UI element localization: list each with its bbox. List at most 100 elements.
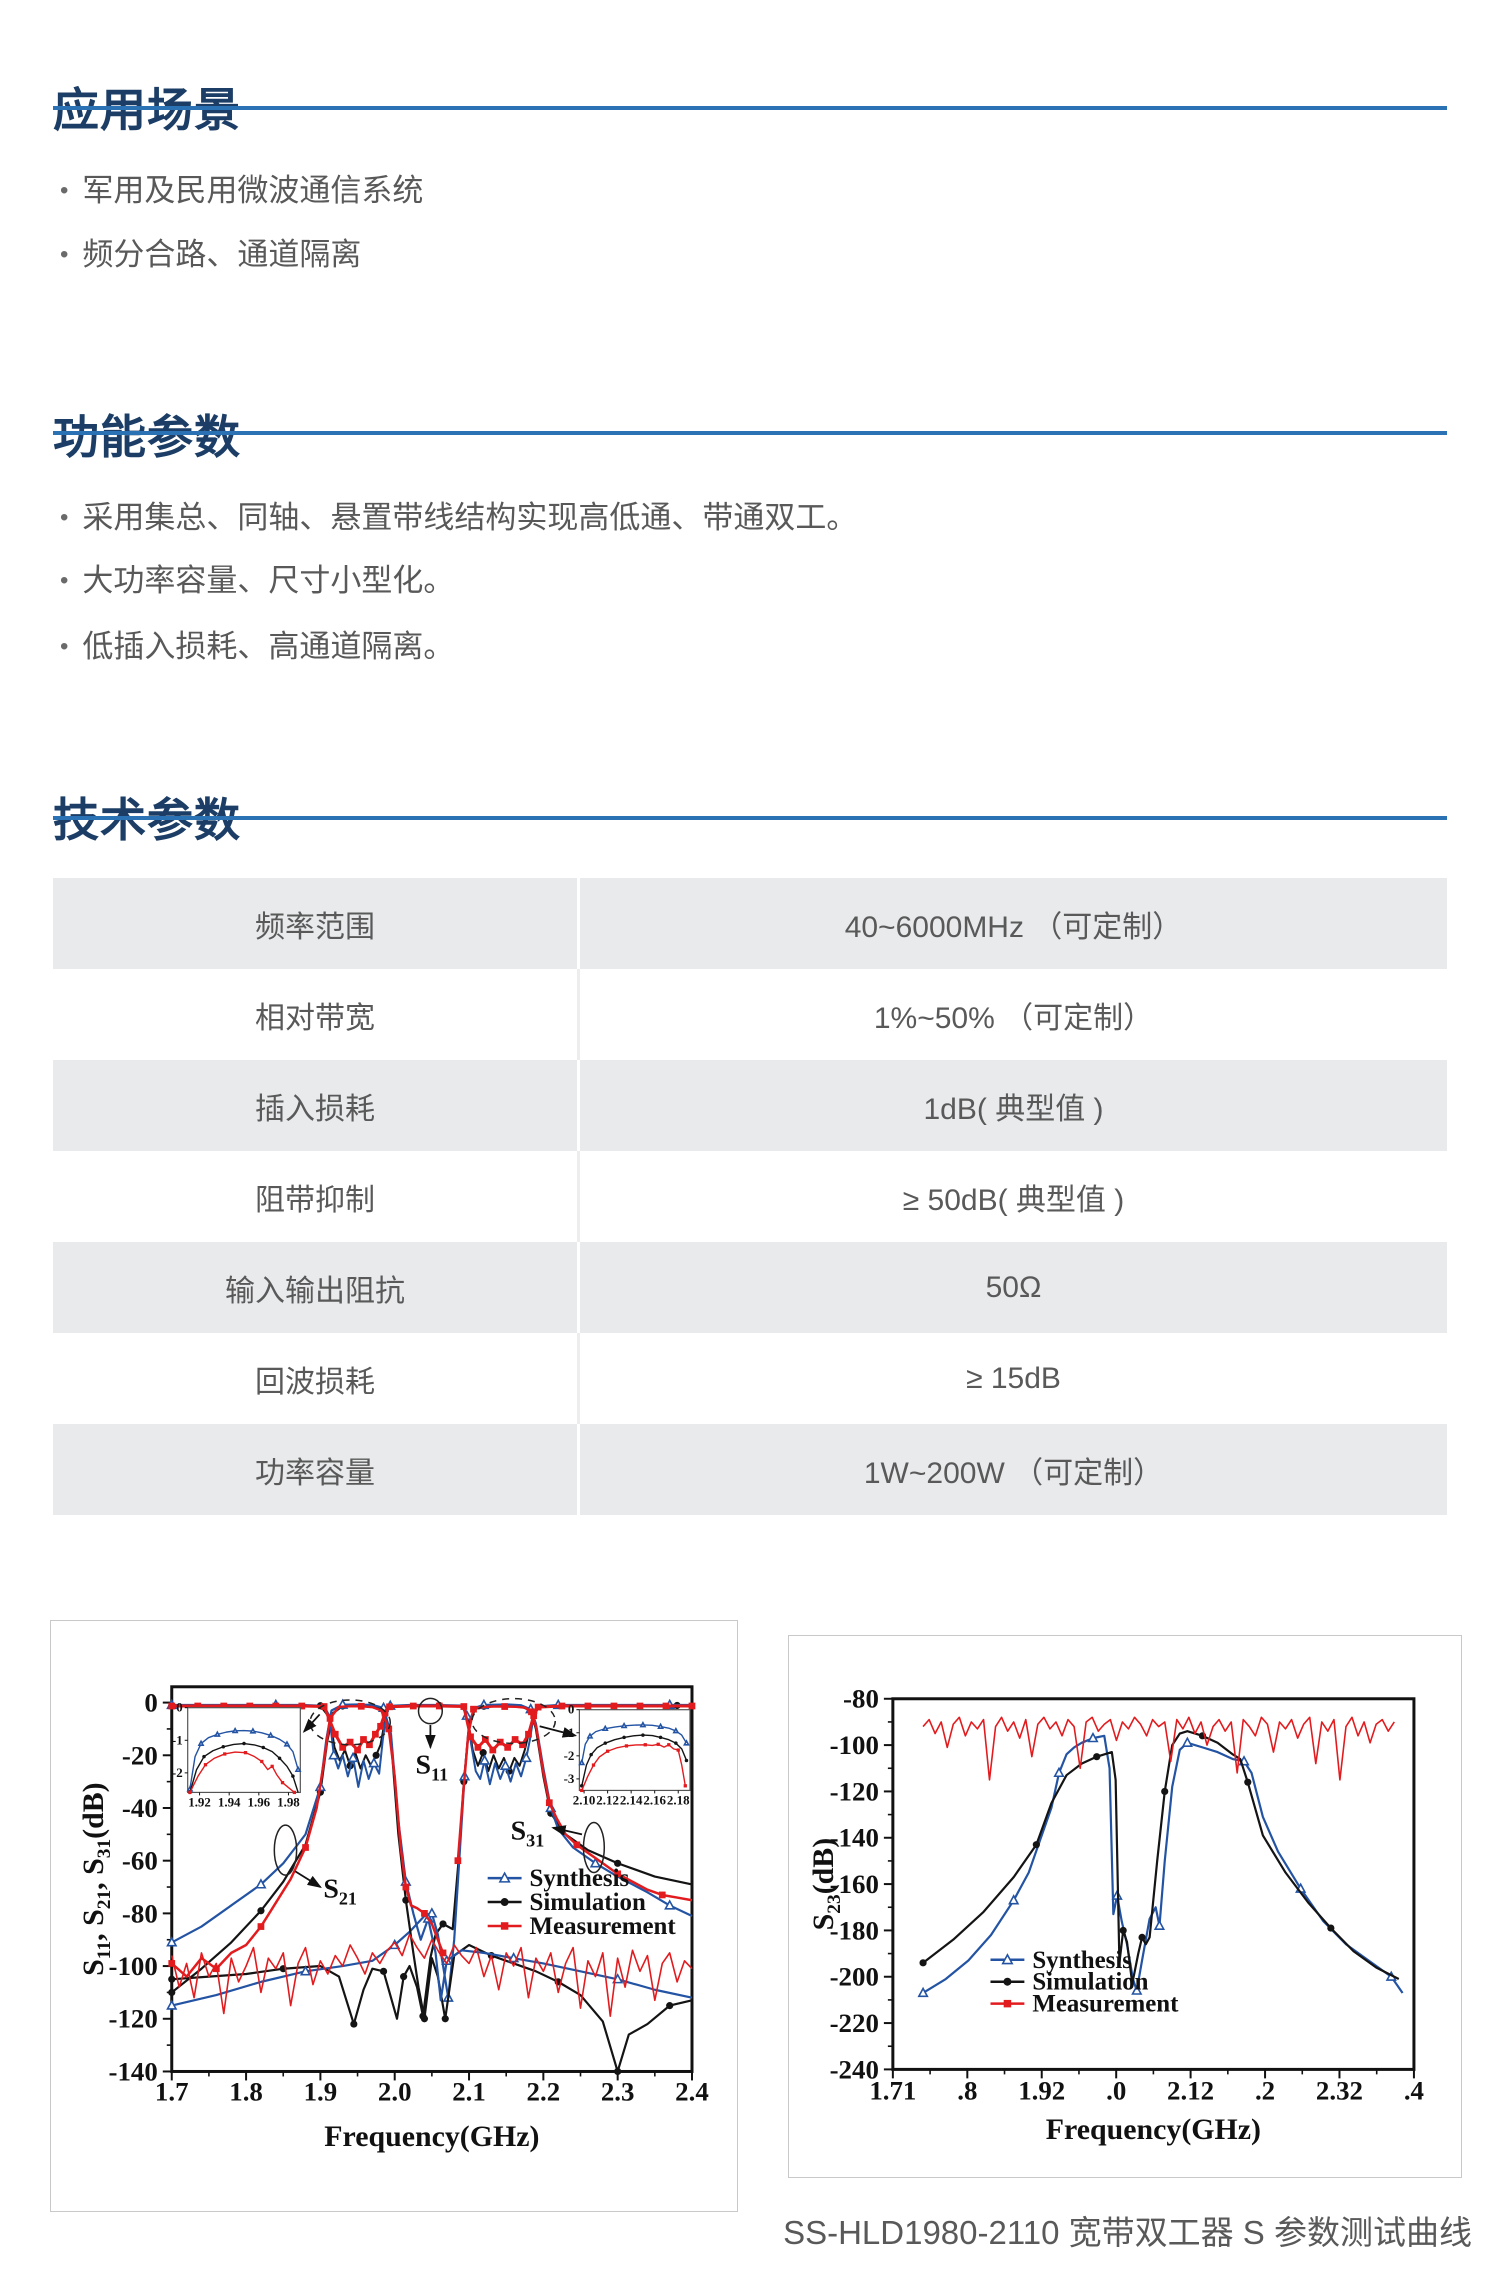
- svg-text:1.98: 1.98: [277, 1794, 300, 1809]
- table-row: 相对带宽 1%~50% （可定制）: [53, 969, 1447, 1060]
- svg-text:-2: -2: [172, 1765, 183, 1780]
- svg-text:1.71: 1.71: [869, 2075, 916, 2105]
- s-parameter-chart-right: 1.71 .8 1.92 .0 2.12 .2 2.32 .4 -80 -100 -120 -140 -…: [788, 1635, 1462, 2178]
- table-row: 输入输出阻抗 50Ω: [53, 1242, 1447, 1333]
- spec-label: 回波损耗: [53, 1333, 580, 1424]
- svg-text:1.96: 1.96: [248, 1794, 271, 1809]
- svg-text:-120: -120: [109, 2004, 158, 2034]
- svg-text:.4: .4: [1404, 2075, 1424, 2105]
- bullet-item: 大功率容量、尺寸小型化。: [60, 555, 454, 600]
- svg-text:Simulation: Simulation: [1032, 1969, 1148, 1996]
- section-title-application-scenarios: 应用场景: [53, 84, 241, 137]
- svg-text:1.8: 1.8: [229, 2076, 263, 2106]
- section-title-function-parameters: 功能参数: [53, 411, 241, 464]
- svg-text:2.3: 2.3: [601, 2076, 635, 2106]
- spec-label: 频率范围: [53, 878, 580, 969]
- spec-label: 功率容量: [53, 1424, 580, 1515]
- svg-text:2.16: 2.16: [643, 1792, 666, 1807]
- svg-text:2.4: 2.4: [675, 2076, 709, 2106]
- svg-text:0: 0: [176, 1700, 182, 1715]
- svg-text:Simulation: Simulation: [530, 1889, 646, 1916]
- svg-text:S21: S21: [323, 1874, 357, 1909]
- spec-value: ≥ 50dB( 典型值 ): [902, 1183, 1125, 1217]
- svg-text:0: 0: [144, 1688, 157, 1718]
- svg-text:2.14: 2.14: [620, 1792, 643, 1807]
- svg-text:1.94: 1.94: [218, 1794, 241, 1809]
- section-underline: [53, 106, 1447, 110]
- svg-text:.8: .8: [957, 2075, 977, 2105]
- svg-text:-140: -140: [830, 1823, 879, 1853]
- svg-text:2.12: 2.12: [1167, 2075, 1214, 2105]
- table-row: 回波损耗 ≥ 15dB: [53, 1333, 1447, 1424]
- table-row: 功率容量 1W~200W （可定制）: [53, 1424, 1447, 1515]
- svg-text:-180: -180: [830, 1915, 879, 1945]
- svg-text:-140: -140: [109, 2056, 158, 2086]
- section-underline: [53, 816, 1447, 820]
- svg-text:Measurement: Measurement: [1032, 1991, 1179, 2018]
- table-row: 阻带抑制 ≥ 50dB( 典型值 ): [53, 1151, 1447, 1242]
- svg-text:-60: -60: [122, 1846, 158, 1876]
- svg-text:-120: -120: [830, 1776, 879, 1806]
- svg-text:-2: -2: [564, 1748, 575, 1763]
- table-row: 插入损耗 1dB( 典型值 ): [53, 1060, 1447, 1151]
- svg-text:S11: S11: [416, 1750, 449, 1785]
- svg-text:2.18: 2.18: [667, 1792, 690, 1807]
- s11-s21-s31-plot: 1.7 1.8 1.9 2.0 2.1 2.2 2.3 2.40-20-40-60-80-10…: [77, 1685, 709, 2153]
- svg-text:-80: -80: [122, 1898, 158, 1928]
- svg-text:.2: .2: [1255, 2075, 1275, 2105]
- svg-text:-220: -220: [830, 2008, 879, 2038]
- spec-label: 阻带抑制: [53, 1151, 580, 1242]
- svg-text:2.0: 2.0: [378, 2076, 412, 2106]
- section-underline: [53, 431, 1447, 435]
- table-row: 频率范围 40~6000MHz （可定制）: [53, 878, 1447, 969]
- spec-value: 1%~50% （可定制）: [873, 1001, 1154, 1035]
- svg-text:-20: -20: [122, 1740, 158, 1770]
- svg-text:S11, S21, S31(dB): S11, S21, S31(dB): [77, 1782, 115, 1975]
- svg-text:1.92: 1.92: [1018, 2075, 1065, 2105]
- spec-value: 1dB( 典型值 ): [923, 1092, 1104, 1126]
- bullet-item: 采用集总、同轴、悬置带线结构实现高低通、带通双工。: [60, 492, 857, 537]
- svg-text:-160: -160: [830, 1869, 879, 1899]
- svg-text:1.9: 1.9: [304, 2076, 338, 2106]
- svg-text:-40: -40: [122, 1793, 158, 1823]
- svg-text:-3: -3: [564, 1771, 575, 1786]
- s-parameter-chart-left: 1.7 1.8 1.9 2.0 2.1 2.2 2.3 2.4 0 -20 -40 -60 -80 -10…: [50, 1620, 738, 2212]
- svg-text:2.1: 2.1: [452, 2076, 486, 2106]
- svg-text:Synthesis: Synthesis: [530, 1865, 630, 1892]
- svg-text:S23(dB): S23(dB): [807, 1838, 845, 1930]
- svg-text:Measurement: Measurement: [530, 1913, 677, 1940]
- spec-value: 40~6000MHz （可定制）: [844, 910, 1183, 944]
- svg-text:S31: S31: [511, 1816, 545, 1851]
- svg-text:1.92: 1.92: [188, 1794, 211, 1809]
- section-title-technical-parameters: 技术参数: [53, 794, 241, 847]
- spec-label: 相对带宽: [53, 969, 580, 1060]
- svg-text:-1: -1: [172, 1732, 183, 1747]
- spec-label: 输入输出阻抗: [53, 1242, 580, 1333]
- specs-table: 频率范围 40~6000MHz （可定制） 相对带宽 1%~50% （可定制） …: [53, 878, 1447, 1515]
- svg-text:2.32: 2.32: [1316, 2075, 1363, 2105]
- bullet-item: 军用及民用微波通信系统: [60, 165, 423, 210]
- svg-text:-200: -200: [830, 1962, 879, 1992]
- svg-text:.0: .0: [1106, 2075, 1126, 2105]
- svg-text:-1: -1: [564, 1725, 575, 1740]
- svg-text:-100: -100: [830, 1730, 879, 1760]
- svg-text:0: 0: [568, 1702, 574, 1717]
- bullet-item: 频分合路、通道隔离: [60, 229, 361, 274]
- svg-text:Frequency(GHz): Frequency(GHz): [1046, 2113, 1261, 2146]
- spec-value: 50Ω: [985, 1270, 1042, 1304]
- chart-caption: SS-HLD1980-2110 宽带双工器 S 参数测试曲线: [783, 2214, 1472, 2251]
- svg-text:-80: -80: [843, 1684, 879, 1714]
- spec-label: 插入损耗: [53, 1060, 580, 1151]
- svg-text:2.12: 2.12: [596, 1792, 619, 1807]
- s23-isolation-plot: 1.71 .8 1.92 .0 2.12 .2 2.32 .4 -80 -100 -120 -140 -…: [807, 1684, 1424, 2146]
- svg-text:2.2: 2.2: [527, 2076, 561, 2106]
- svg-text:Synthesis: Synthesis: [1032, 1947, 1132, 1974]
- svg-text:2.10: 2.10: [573, 1792, 596, 1807]
- svg-text:-100: -100: [109, 1951, 158, 1981]
- svg-text:1.7: 1.7: [155, 2076, 189, 2106]
- spec-value: ≥ 15dB: [966, 1361, 1061, 1395]
- svg-text:Frequency(GHz): Frequency(GHz): [324, 2120, 539, 2153]
- svg-text:-240: -240: [830, 2054, 879, 2084]
- bullet-item: 低插入损耗、高通道隔离。: [60, 621, 454, 666]
- spec-value: 1W~200W （可定制）: [863, 1456, 1164, 1490]
